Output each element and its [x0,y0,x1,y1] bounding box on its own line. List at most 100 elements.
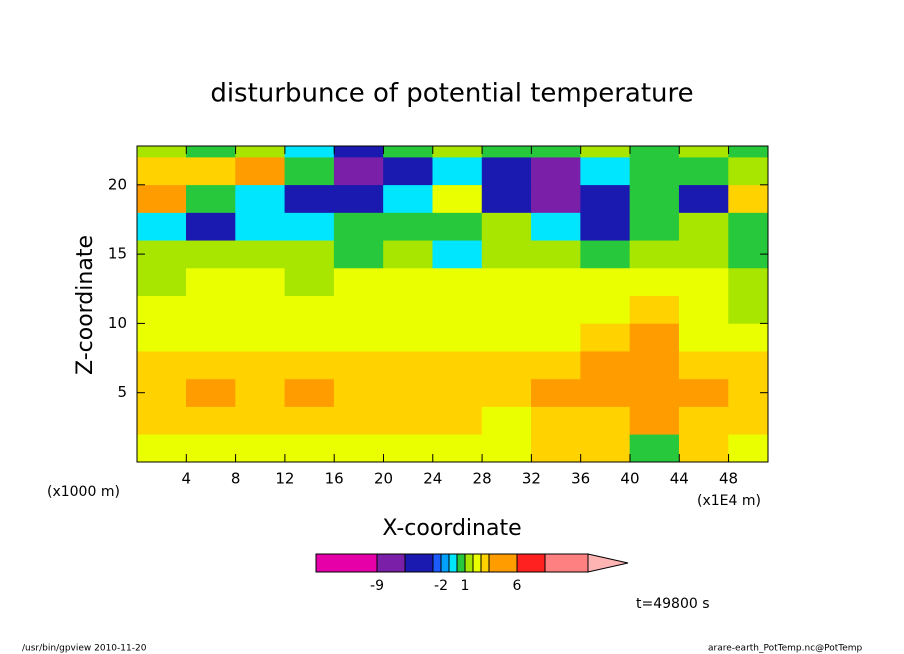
x-unit: (x1000 m) [47,484,120,500]
x-tick-label: 12 [275,470,294,488]
field-cell [728,267,768,296]
x-tick-label: 48 [719,470,738,488]
colorbar-tick-label: -9 [370,578,384,594]
field-cell [728,212,768,241]
field-cell [137,156,187,186]
field-cell [481,212,532,241]
field-cell [629,184,680,213]
field-cell [432,323,483,352]
x-tick-label: 8 [231,470,241,488]
field-cell [481,295,532,324]
colorbar-tick-label: 1 [461,578,470,594]
footer-right: arare-earth_PotTemp.nc@PotTemp [708,644,863,654]
field-cell [580,433,631,462]
field-cell [235,239,286,269]
field-cell [531,184,581,213]
field-cell [235,156,286,186]
field-cell [629,295,680,324]
field-cell [531,212,581,241]
field-cell [235,323,286,352]
field-cell [531,323,581,352]
field-cell [728,156,768,186]
y-axis-label: Z-coordinate [73,235,98,375]
field-cell [284,184,335,213]
colorbar-swatch [516,553,546,573]
field-cell [137,433,187,462]
field-cell [678,406,729,435]
field-cell [137,184,187,213]
field-cell [383,212,434,241]
field-cell [383,295,434,324]
field-cell [185,239,236,269]
field-cell [137,267,187,296]
field-cell [235,212,286,241]
x-tick-label: 20 [374,470,393,488]
field-cell [678,184,729,213]
field-cell [185,350,236,380]
field-cell [580,406,631,435]
y-tick-label: 10 [108,314,127,332]
field-cell [284,295,335,324]
field-cell [580,267,631,296]
field-cell [333,146,384,158]
field-cell [629,156,680,186]
field-cell [185,156,236,186]
field-cell [284,267,335,296]
field-cell [383,433,434,462]
field-cell [137,212,187,241]
field-cell [383,267,434,296]
field-cell [678,350,729,380]
field-cell [678,433,729,462]
colorbar-extension [587,553,629,573]
field-cell [678,239,729,269]
field-cell [678,378,729,407]
field-cell [580,146,631,158]
field-cell [185,378,236,407]
field-cell [728,323,768,352]
field-cell [531,156,581,186]
field-cell [235,295,286,324]
field-cell [728,406,768,435]
contour-field [137,146,768,462]
field-cell [333,406,384,435]
field-cell [185,406,236,435]
field-cell [333,212,384,241]
field-cell [629,239,680,269]
field-cell [678,323,729,352]
field-cell [678,295,729,324]
x-tick-label: 36 [571,470,590,488]
field-cell [235,433,286,462]
field-cell [580,350,631,380]
field-cell [137,146,187,158]
field-cell [235,267,286,296]
field-cell [728,184,768,213]
field-cell [580,156,631,186]
field-cell [481,406,532,435]
field-cell [137,378,187,407]
field-cell [481,378,532,407]
field-cell [629,406,680,435]
field-cell [481,433,532,462]
field-cell [481,239,532,269]
field-cell [432,267,483,296]
field-cell [185,323,236,352]
field-cell [629,350,680,380]
field-cell [284,212,335,241]
field-cell [284,406,335,435]
field-cell [629,212,680,241]
y-unit: (x1E4 m) [697,493,761,509]
field-cell [185,267,236,296]
colorbar-swatch [376,553,406,573]
field-cell [678,156,729,186]
field-cell [432,156,483,186]
field-cell [728,146,768,158]
field-cell [137,323,187,352]
field-cell [185,433,236,462]
field-cell [580,378,631,407]
field-cell [284,156,335,186]
field-cell [531,433,581,462]
field-cell [333,378,384,407]
y-tick-label: 20 [108,175,127,193]
field-cell [333,350,384,380]
